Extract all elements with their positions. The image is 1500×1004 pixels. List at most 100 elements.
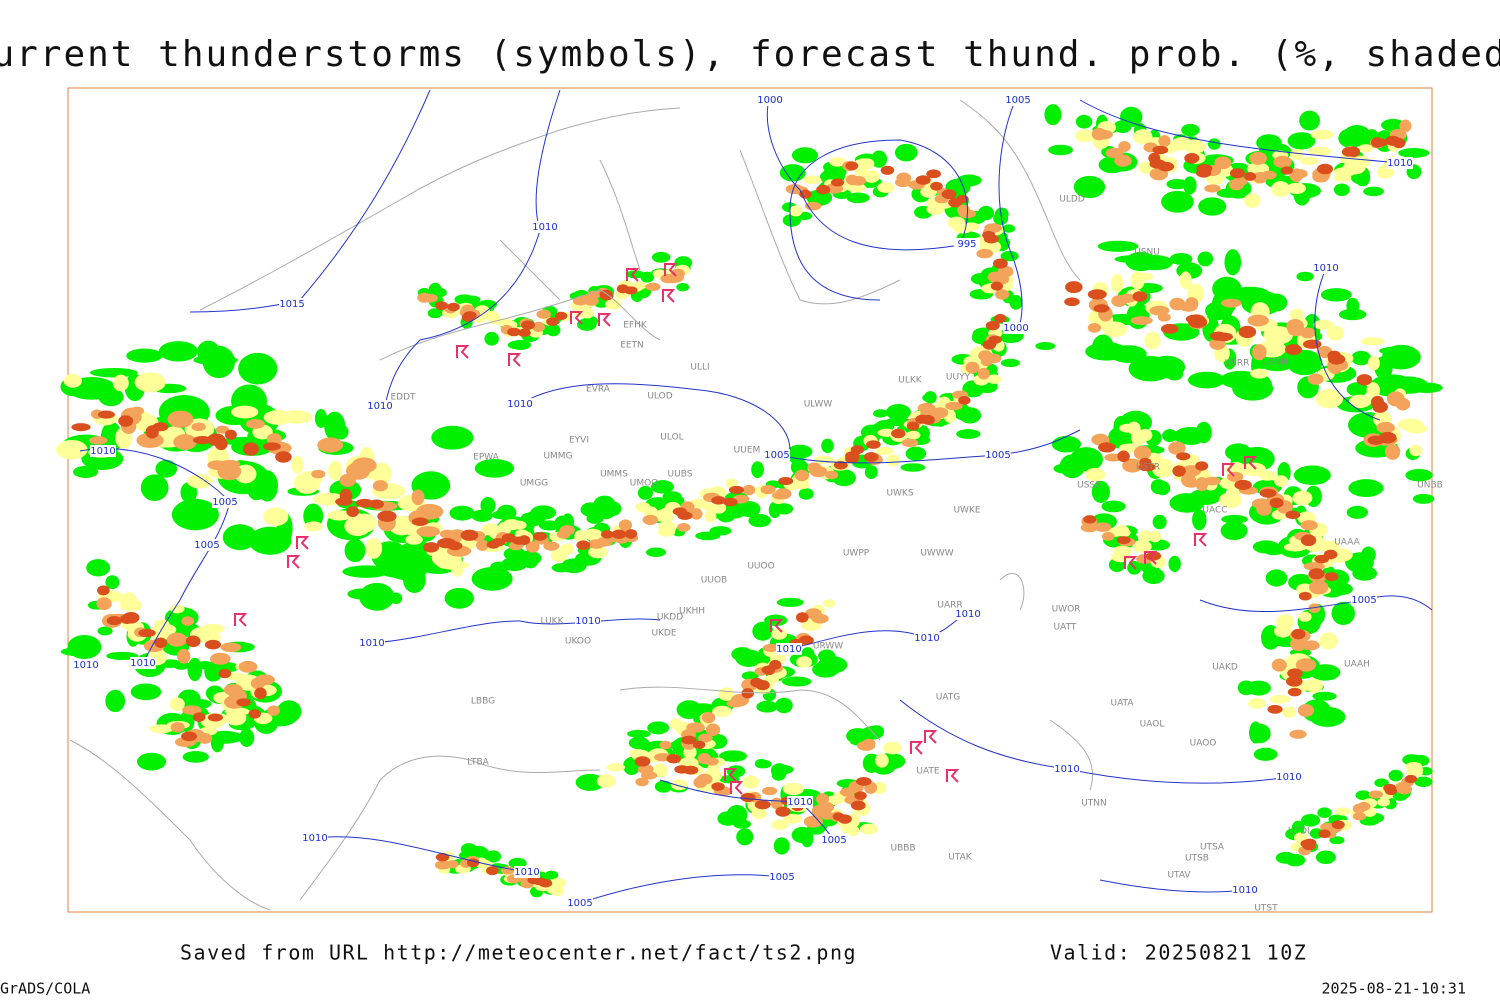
shade-cell <box>1166 367 1184 381</box>
shade-cell <box>1249 721 1263 744</box>
shade-cell <box>915 175 931 185</box>
storm-symbol <box>1244 456 1258 470</box>
shade-cell <box>1111 273 1124 293</box>
shade-cell <box>741 688 754 699</box>
shade-cell <box>1196 163 1213 174</box>
shade-cell <box>1287 132 1316 150</box>
shade-cell <box>503 546 526 561</box>
shade-cell <box>864 465 878 480</box>
shade-cell <box>204 666 222 682</box>
shade-cell <box>1233 176 1248 186</box>
shade-cell <box>704 757 719 766</box>
shade-cell <box>829 156 846 167</box>
shade-cell <box>762 643 780 652</box>
shade-cell <box>1101 500 1126 513</box>
shade-cell <box>1271 181 1291 197</box>
shade-cell <box>517 328 531 337</box>
shade-cell <box>976 248 994 259</box>
shade-cell <box>1259 488 1277 498</box>
station-code: UATG <box>936 693 961 703</box>
shade-cell <box>1273 155 1292 168</box>
shade-cell <box>963 222 980 231</box>
shade-cell <box>875 446 894 456</box>
shade-cell <box>850 800 866 811</box>
isobar-label: 1005 <box>194 540 219 551</box>
shade-cell <box>148 724 174 734</box>
shade-cell <box>782 214 802 227</box>
shade-cell <box>1267 704 1283 714</box>
shade-cell <box>1093 304 1110 313</box>
shade-cell <box>200 623 225 634</box>
station-code: ULLI <box>690 363 709 373</box>
shade-cell <box>1051 435 1082 453</box>
shade-cell <box>1167 139 1190 151</box>
shade-cell <box>1356 801 1371 812</box>
isobar-label-bg <box>776 643 802 655</box>
shade-cell <box>355 498 374 508</box>
shade-cell <box>193 355 238 366</box>
shade-cell <box>855 777 872 786</box>
shade-cell <box>618 519 633 531</box>
isobar-label: 1010 <box>776 644 801 655</box>
station-code: UUBS <box>668 470 693 480</box>
shade-cell <box>207 433 226 446</box>
shade-cell <box>1405 468 1433 482</box>
shade-cell <box>218 668 232 679</box>
shade-cell <box>1157 313 1171 322</box>
shade-cell <box>1048 144 1073 156</box>
shade-cell <box>1381 118 1406 132</box>
shade-cell <box>906 430 921 440</box>
isobar-label-bg <box>1232 884 1258 896</box>
shade-cell <box>1409 444 1423 457</box>
shade-cell <box>171 498 219 531</box>
shade-cell <box>372 480 388 492</box>
shade-cell <box>978 350 993 362</box>
shade-cell <box>254 687 267 700</box>
shade-cell <box>1360 337 1385 346</box>
isobar-label-bg <box>821 834 847 846</box>
shade-cell <box>846 192 870 204</box>
shade-cell <box>1398 148 1430 158</box>
shade-cell <box>905 446 927 461</box>
shade-cell <box>555 311 568 321</box>
shade-cell <box>491 538 506 547</box>
shade-cell <box>444 587 474 609</box>
shade-cell <box>1161 190 1194 213</box>
shade-cell <box>1097 240 1139 252</box>
shade-cell <box>1333 183 1350 197</box>
station-code: EDDT <box>390 393 416 403</box>
shade-cell <box>546 317 559 326</box>
shade-cell <box>1189 488 1222 505</box>
shade-cell <box>606 763 626 772</box>
shade-cell <box>1224 249 1242 276</box>
shade-cell <box>105 689 126 713</box>
shade-cell <box>435 301 449 311</box>
shade-cell <box>1180 473 1196 487</box>
station-code: USTR <box>1136 463 1160 473</box>
shade-cell <box>832 469 856 487</box>
station-code: UKHH <box>679 607 705 617</box>
shade-cell <box>435 853 450 862</box>
shade-cell <box>405 534 423 545</box>
shade-cell <box>158 341 198 362</box>
shade-cell <box>97 410 115 419</box>
shade-cell <box>945 401 963 411</box>
shade-cell <box>794 469 810 482</box>
shade-cell <box>1406 768 1423 777</box>
shade-cell <box>1301 813 1321 827</box>
shade-cell <box>67 635 102 660</box>
shade-cell <box>170 722 185 733</box>
shade-cell <box>561 558 587 574</box>
shade-cell <box>682 765 699 775</box>
shade-cell <box>960 174 979 187</box>
shade-cell <box>1363 186 1384 197</box>
shade-cell <box>1195 421 1212 444</box>
shade-cell <box>508 857 527 869</box>
isobar-label: 1010 <box>1232 885 1257 896</box>
shade-cell <box>411 489 425 506</box>
shade-cell <box>1064 297 1080 307</box>
isobar-label-bg <box>914 632 940 644</box>
shade-cell <box>225 710 247 726</box>
shade-cell <box>1160 323 1179 334</box>
shade-cell <box>1069 447 1103 472</box>
